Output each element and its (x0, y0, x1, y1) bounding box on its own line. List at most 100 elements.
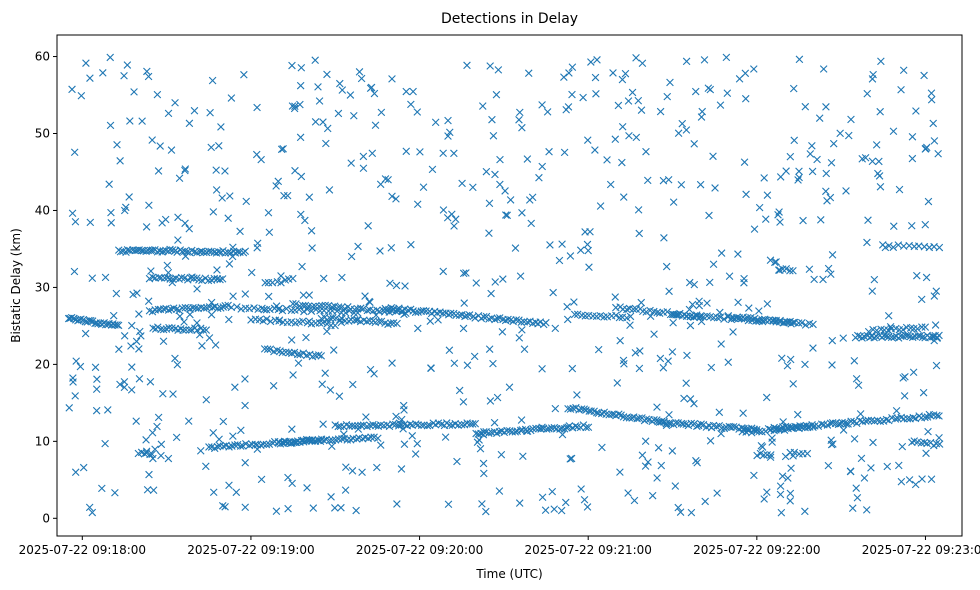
detection-marker (327, 493, 335, 501)
detection-marker (492, 90, 501, 99)
detection-marker (111, 488, 119, 497)
detection-marker (116, 380, 124, 389)
detection-marker (329, 313, 337, 322)
detection-marker (511, 428, 520, 436)
detection-marker (822, 169, 831, 178)
detection-marker (635, 364, 644, 373)
detection-marker (581, 228, 589, 236)
detection-marker (355, 68, 364, 76)
detection-marker (501, 187, 509, 195)
detection-marker (213, 304, 222, 313)
detection-marker (650, 416, 658, 424)
detection-marker (669, 318, 677, 327)
detection-marker (596, 202, 605, 210)
detection-marker (774, 210, 782, 219)
detection-marker (844, 131, 853, 140)
detection-marker (193, 326, 201, 335)
detection-marker (828, 251, 837, 259)
detection-marker (288, 349, 296, 358)
detection-marker (622, 413, 631, 422)
detection-marker (278, 306, 287, 315)
detection-marker (626, 321, 634, 329)
detection-marker (593, 56, 601, 64)
detection-marker (918, 323, 926, 331)
detection-marker (86, 316, 95, 325)
detection-marker (237, 426, 245, 435)
detection-marker (145, 201, 153, 210)
detection-marker (486, 397, 495, 405)
detection-marker (241, 247, 250, 256)
detection-marker (135, 345, 143, 353)
detection-marker (872, 326, 881, 335)
detection-marker (298, 317, 307, 326)
detection-marker (289, 438, 298, 447)
detection-marker (265, 228, 274, 237)
detection-marker (632, 54, 640, 62)
detection-marker (129, 290, 137, 299)
detection-marker (498, 328, 507, 336)
detection-marker (347, 252, 356, 261)
detection-marker (144, 72, 153, 81)
chart-title: Detections in Delay (441, 11, 578, 27)
detection-marker (231, 383, 239, 391)
detection-marker (706, 85, 715, 94)
detection-marker (206, 108, 214, 117)
detection-marker (564, 423, 572, 431)
detection-marker (925, 410, 934, 419)
detection-marker (142, 447, 151, 456)
detection-marker (789, 380, 798, 388)
detection-marker (697, 317, 706, 326)
detection-marker (274, 177, 283, 186)
detection-marker (854, 381, 863, 390)
detection-marker (200, 304, 208, 312)
detection-marker (886, 323, 895, 331)
detection-marker (88, 508, 97, 517)
detection-marker (852, 374, 861, 383)
detection-marker (356, 304, 365, 313)
detection-marker (266, 305, 274, 314)
detection-marker (611, 135, 620, 143)
detection-marker (308, 437, 316, 445)
detection-marker (226, 192, 234, 200)
detection-marker (877, 57, 885, 66)
detection-marker (555, 256, 564, 265)
detection-marker (786, 266, 794, 275)
detection-marker (763, 191, 772, 199)
detection-marker (264, 208, 273, 217)
detection-marker (786, 152, 795, 161)
detection-marker (819, 65, 828, 73)
detection-marker (76, 362, 85, 371)
detection-marker (416, 148, 424, 156)
detection-marker (868, 157, 877, 166)
detection-marker (819, 275, 827, 284)
detection-marker (724, 311, 733, 320)
detection-marker (218, 501, 227, 510)
detection-marker (384, 175, 392, 184)
detection-marker (457, 420, 466, 429)
detection-marker (884, 333, 893, 341)
detection-marker (561, 498, 570, 507)
detection-marker (903, 414, 912, 423)
detection-marker (535, 173, 543, 182)
detection-marker (766, 453, 775, 462)
detection-marker (862, 506, 871, 514)
detection-marker (288, 102, 297, 110)
detection-marker (157, 274, 165, 282)
detection-marker (564, 103, 573, 111)
detection-marker (486, 62, 494, 70)
detection-marker (777, 508, 786, 517)
detection-marker (413, 108, 422, 116)
detection-marker (428, 165, 437, 174)
detection-marker (827, 158, 836, 167)
detection-marker (585, 263, 593, 272)
detection-marker (795, 55, 804, 64)
detection-marker (393, 500, 401, 508)
detection-marker (624, 97, 633, 105)
detection-marker (328, 442, 336, 451)
detection-marker (368, 149, 377, 158)
detection-marker (847, 417, 855, 426)
detection-marker (515, 499, 524, 507)
detection-marker (927, 95, 936, 104)
detection-marker (138, 117, 146, 125)
detection-marker (801, 360, 809, 369)
